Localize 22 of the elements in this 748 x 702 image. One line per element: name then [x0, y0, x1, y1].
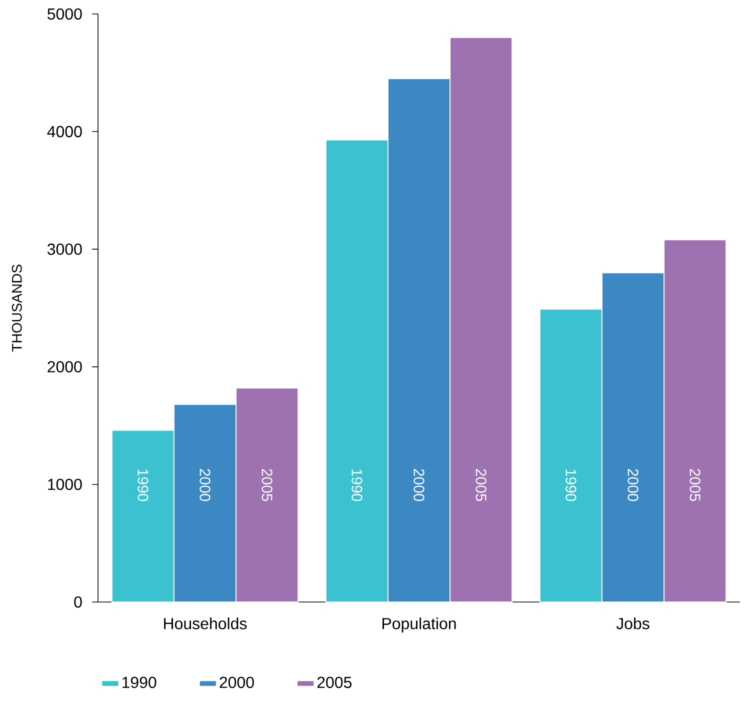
y-tick-label: 1000 [48, 478, 82, 490]
text: 2005 [262, 469, 272, 502]
y-tick-label: 2000 [48, 361, 82, 372]
y-tick-label: 3000 [47, 244, 82, 255]
x-tick-label: Jobs [616, 618, 650, 630]
text: 2000 [414, 469, 424, 502]
y-tick-label: 4000 [47, 126, 82, 138]
legend-label: 1990 [122, 676, 156, 688]
text: 2000 [200, 469, 210, 502]
legend-label: 2000 [220, 676, 254, 688]
y-tick-label: 0 [74, 596, 82, 608]
legend-label: 2005 [317, 676, 352, 688]
y-tick-label: 5000 [48, 8, 82, 20]
x-tick-label: Households [164, 618, 247, 630]
text: 2000 [628, 469, 638, 502]
text: 1990 [352, 469, 362, 502]
text: 2005 [690, 469, 700, 502]
text: 2005 [476, 469, 486, 502]
text: 1990 [138, 469, 148, 502]
text: 1990 [566, 469, 576, 502]
y-axis-title: THOUSANDS [12, 264, 22, 352]
x-tick-label: Population [382, 618, 456, 632]
